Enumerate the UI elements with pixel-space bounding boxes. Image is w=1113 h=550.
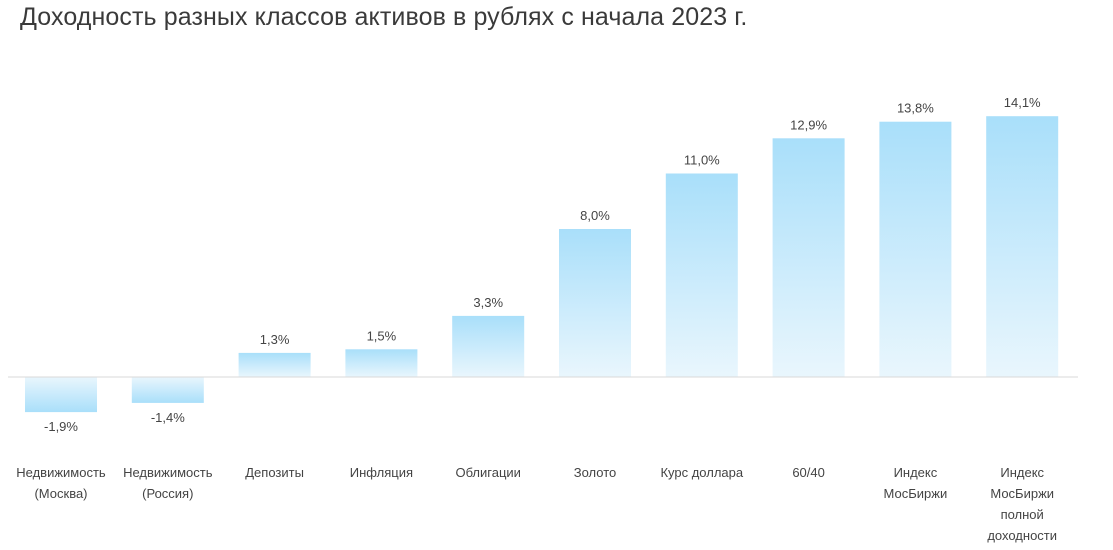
bar-5 — [452, 315, 525, 377]
bar-8 — [772, 138, 845, 377]
value-label-8: 12,9% — [790, 117, 827, 132]
bar-1 — [25, 377, 97, 413]
category-label-10: Индекс МосБиржи полной доходности — [987, 465, 1057, 543]
category-label-line: МосБиржи — [990, 486, 1054, 501]
category-label-line: Недвижимость — [123, 465, 213, 480]
category-label-2: Недвижимость (Россия) — [123, 465, 213, 501]
category-label-line: полной — [1001, 507, 1044, 522]
value-label-6: 8,0% — [580, 208, 610, 223]
bar-6 — [559, 229, 631, 377]
category-label-line: Облигации — [455, 465, 520, 480]
category-label-3: Депозиты — [245, 465, 304, 480]
category-label-7: Курс доллара — [660, 465, 743, 480]
category-label-line: Курс доллара — [660, 465, 743, 480]
category-label-line: Недвижимость — [16, 465, 106, 480]
category-label-line: МосБиржи — [884, 486, 948, 501]
category-label-6: Золото — [574, 465, 617, 480]
category-label-8: 60/40 — [792, 465, 825, 480]
bar-10 — [986, 116, 1059, 377]
bar-7 — [665, 173, 738, 377]
category-labels-layer: Недвижимость (Москва) Недвижимость (Россия)… — [16, 465, 1057, 543]
value-label-7: 11,0% — [684, 153, 720, 168]
bar-9 — [879, 121, 952, 377]
value-label-5: 3,3% — [473, 295, 503, 310]
bar-3 — [238, 352, 311, 377]
category-label-line: (Москва) — [34, 486, 87, 501]
category-label-line: Депозиты — [245, 465, 304, 480]
category-label-line: 60/40 — [792, 465, 825, 480]
category-label-line: (Россия) — [142, 486, 193, 501]
bar-4 — [345, 349, 418, 378]
value-label-3: 1,3% — [260, 332, 290, 347]
category-label-line: Золото — [574, 465, 617, 480]
category-label-line: Инфляция — [350, 465, 413, 480]
category-label-line: доходности — [987, 528, 1057, 543]
category-label-4: Инфляция — [350, 465, 413, 480]
category-label-line: Индекс — [1000, 465, 1044, 480]
value-label-1: -1,9% — [44, 419, 78, 434]
chart-title: Доходность разных классов активов в рубл… — [20, 3, 748, 31]
category-label-9: Индекс МосБиржи — [884, 465, 948, 501]
category-label-5: Облигации — [455, 465, 520, 480]
value-label-9: 13,8% — [897, 101, 934, 116]
bars-layer — [25, 116, 1059, 413]
value-label-4: 1,5% — [367, 328, 397, 343]
category-label-line: Индекс — [894, 465, 938, 480]
bar-2 — [131, 377, 204, 403]
value-label-10: 14,1% — [1004, 95, 1041, 110]
value-label-2: -1,4% — [151, 410, 185, 425]
category-label-1: Недвижимость (Москва) — [16, 465, 106, 501]
value-labels-layer: -1,9% -1,4% 1,3% 1,5% 3,3% 8,0% 11,0% 12,9% 13,8… — [44, 95, 1041, 434]
